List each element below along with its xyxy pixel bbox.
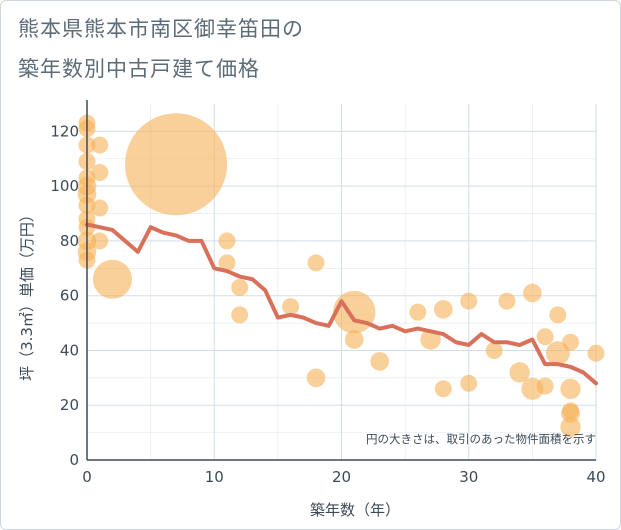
bubble bbox=[560, 378, 581, 399]
chart-title-line1: 熊本県熊本市南区御幸笛田の bbox=[18, 17, 304, 41]
bubble bbox=[231, 278, 249, 296]
bubble bbox=[282, 298, 300, 316]
bubble bbox=[523, 283, 542, 303]
bubble bbox=[306, 368, 326, 388]
bubble bbox=[460, 374, 478, 392]
trend-series bbox=[85, 222, 598, 386]
bubble bbox=[485, 341, 503, 359]
tick-labels: 0 10 20 30 40 0 20 40 60 80 100 120 bbox=[50, 122, 605, 486]
y-tick-label: 80 bbox=[60, 232, 79, 250]
bubble bbox=[434, 380, 452, 398]
chart-title-line2: 築年数別中古戸建て価格 bbox=[18, 57, 260, 81]
bubble bbox=[409, 303, 427, 321]
bubble bbox=[218, 232, 236, 250]
bubble bbox=[549, 306, 567, 324]
x-tick-label: 10 bbox=[205, 468, 224, 486]
x-tick-label: 30 bbox=[459, 468, 478, 486]
bubble bbox=[91, 163, 109, 181]
bubble bbox=[91, 232, 109, 250]
bubble bbox=[91, 136, 109, 154]
bubble bbox=[92, 259, 132, 299]
bubble bbox=[344, 330, 364, 349]
bubble bbox=[332, 290, 376, 334]
y-axis-label: 坪（3.3㎡）単価（万円） bbox=[18, 207, 36, 381]
y-tick-label: 20 bbox=[60, 396, 79, 414]
y-tick-label: 60 bbox=[60, 287, 79, 305]
x-tick-label: 20 bbox=[332, 468, 351, 486]
bubble bbox=[587, 344, 605, 362]
bubble bbox=[509, 362, 530, 383]
bubble-size-note: 円の大きさは、取引のあった物件面積を示す bbox=[366, 432, 596, 446]
bubble bbox=[307, 254, 325, 272]
bubble bbox=[536, 328, 554, 346]
bubble bbox=[125, 113, 228, 216]
bubble bbox=[560, 416, 581, 438]
y-tick-label: 0 bbox=[69, 451, 79, 469]
y-tick-label: 40 bbox=[60, 341, 79, 359]
x-axis-label: 築年数（年） bbox=[310, 501, 400, 519]
y-tick-label: 100 bbox=[50, 177, 79, 195]
trend-line bbox=[85, 222, 598, 386]
bubble bbox=[433, 300, 453, 319]
x-tick-label: 40 bbox=[586, 468, 605, 486]
x-tick-label: 0 bbox=[82, 468, 92, 486]
bubble bbox=[562, 333, 580, 351]
y-tick-label: 120 bbox=[50, 122, 79, 140]
bubble bbox=[498, 292, 516, 310]
bubble bbox=[91, 199, 109, 217]
bubble bbox=[231, 306, 249, 324]
bubble bbox=[536, 377, 554, 395]
bubble bbox=[460, 292, 478, 310]
bubble bbox=[370, 352, 390, 371]
bubble bbox=[218, 254, 236, 272]
axes bbox=[86, 100, 596, 461]
